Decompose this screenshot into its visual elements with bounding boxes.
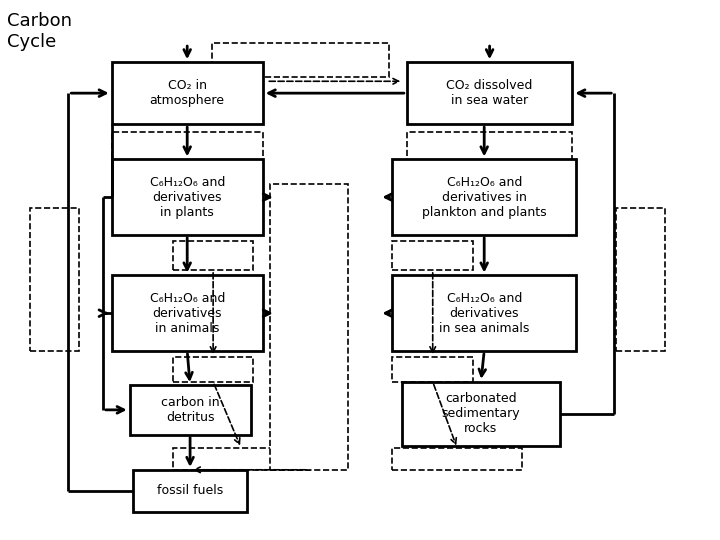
Text: Carbon
Cycle: Carbon Cycle bbox=[7, 12, 72, 51]
Text: C₆H₁₂O₆ and
derivatives
in animals: C₆H₁₂O₆ and derivatives in animals bbox=[150, 292, 225, 335]
Text: carbonated
sedimentary
rocks: carbonated sedimentary rocks bbox=[441, 392, 521, 435]
Bar bbox=[270, 184, 348, 470]
Bar bbox=[112, 132, 263, 164]
Bar bbox=[133, 470, 247, 512]
Bar bbox=[173, 241, 253, 270]
Bar bbox=[392, 357, 473, 382]
Text: C₆H₁₂O₆ and
derivatives
in plants: C₆H₁₂O₆ and derivatives in plants bbox=[150, 176, 225, 219]
Bar bbox=[112, 62, 263, 124]
Bar bbox=[392, 275, 576, 351]
Text: CO₂ in
atmosphere: CO₂ in atmosphere bbox=[150, 79, 225, 107]
Text: CO₂ dissolved
in sea water: CO₂ dissolved in sea water bbox=[446, 79, 533, 107]
Bar bbox=[130, 385, 251, 435]
Bar bbox=[616, 208, 665, 351]
Bar bbox=[212, 43, 389, 77]
Bar bbox=[392, 159, 576, 235]
Bar bbox=[112, 159, 263, 235]
Bar bbox=[173, 448, 310, 470]
Bar bbox=[402, 382, 560, 446]
Bar bbox=[112, 275, 263, 351]
Bar bbox=[173, 357, 253, 382]
Bar bbox=[392, 448, 522, 470]
Bar bbox=[407, 132, 572, 164]
Bar bbox=[407, 62, 572, 124]
Text: carbon in
detritus: carbon in detritus bbox=[161, 396, 220, 424]
Text: C₆H₁₂O₆ and
derivatives
in sea animals: C₆H₁₂O₆ and derivatives in sea animals bbox=[439, 292, 529, 335]
Bar bbox=[392, 241, 473, 270]
Text: fossil fuels: fossil fuels bbox=[157, 484, 223, 497]
Bar bbox=[30, 208, 79, 351]
Text: C₆H₁₂O₆ and
derivatives in
plankton and plants: C₆H₁₂O₆ and derivatives in plankton and … bbox=[422, 176, 546, 219]
